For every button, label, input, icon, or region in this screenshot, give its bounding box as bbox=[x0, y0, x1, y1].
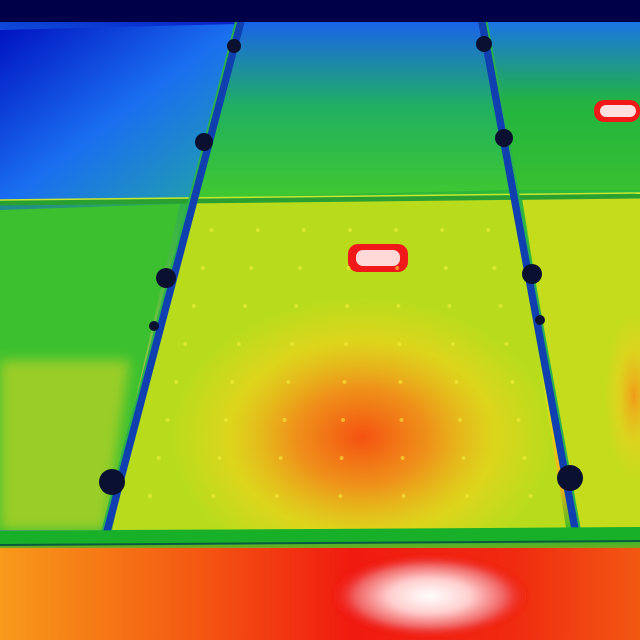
cell-dot bbox=[230, 380, 235, 384]
top-dark-edge bbox=[0, 0, 640, 22]
cell-dot bbox=[443, 266, 448, 270]
cell-dot bbox=[454, 380, 459, 384]
cell-dot bbox=[339, 456, 344, 460]
frame-horizontal-bottom bbox=[0, 527, 640, 545]
bottom-panel-row bbox=[0, 548, 640, 640]
cell-dot bbox=[290, 342, 295, 346]
cell-dot bbox=[183, 342, 188, 346]
cell-dot bbox=[156, 456, 161, 460]
mounting-bolts bbox=[99, 36, 583, 495]
cell-dot bbox=[191, 304, 196, 308]
cell-dot bbox=[211, 494, 216, 498]
cell-dot bbox=[348, 228, 352, 232]
cell-dot bbox=[274, 494, 279, 498]
frame-horizontal-top-highlight bbox=[0, 192, 640, 201]
panel-mid-left-warm bbox=[0, 360, 130, 530]
cell-dot bbox=[440, 228, 445, 232]
hotspot-bottom bbox=[330, 554, 530, 638]
bolt bbox=[557, 465, 583, 491]
cell-dot bbox=[447, 304, 452, 308]
cell-dot bbox=[397, 342, 402, 346]
cell-dot bbox=[486, 228, 491, 232]
cell-dot bbox=[236, 342, 241, 346]
bolt bbox=[99, 469, 125, 495]
cell-dot bbox=[209, 228, 214, 232]
cell-dot bbox=[522, 456, 527, 460]
cell-dot bbox=[200, 266, 205, 270]
cell-dot bbox=[399, 418, 404, 422]
cell-dot bbox=[498, 304, 503, 308]
cell-dot bbox=[338, 494, 343, 498]
cell-dot bbox=[401, 494, 406, 498]
hotspot-top-right-core bbox=[600, 105, 636, 117]
cell-dot bbox=[286, 380, 291, 384]
hotspot-center-core bbox=[356, 250, 400, 266]
cell-dot bbox=[255, 228, 260, 232]
cell-dot bbox=[174, 380, 179, 384]
panel-bottom bbox=[0, 548, 640, 640]
cell-dot bbox=[345, 304, 350, 308]
bolt bbox=[195, 133, 213, 151]
cell-dot bbox=[342, 380, 347, 384]
cell-dot bbox=[398, 380, 403, 384]
cell-dot bbox=[249, 266, 254, 270]
bolt bbox=[522, 264, 542, 284]
cell-dot bbox=[450, 342, 455, 346]
bolt bbox=[495, 129, 513, 147]
cell-dot bbox=[165, 418, 170, 422]
cell-dot bbox=[298, 266, 302, 270]
cell-dot bbox=[278, 456, 283, 460]
bolt bbox=[535, 315, 545, 325]
cell-grid-dots bbox=[147, 228, 533, 498]
cell-dot bbox=[243, 304, 247, 308]
bolt bbox=[227, 39, 241, 53]
hotspots bbox=[348, 100, 640, 272]
cell-dot bbox=[395, 266, 400, 270]
bolt bbox=[149, 321, 159, 331]
cell-dot bbox=[504, 342, 509, 346]
frame-horizontal-bottom-dark bbox=[0, 540, 640, 546]
cell-dot bbox=[147, 494, 152, 498]
frame-horizontal-top bbox=[0, 193, 640, 206]
cell-dot bbox=[394, 228, 399, 232]
cell-dot bbox=[510, 380, 515, 384]
panel-mid-right-warm bbox=[522, 198, 640, 528]
panel-top-left bbox=[0, 24, 238, 204]
cell-dot bbox=[528, 494, 533, 498]
cell-dot bbox=[516, 418, 521, 422]
cell-dot bbox=[217, 456, 222, 460]
cell-dot bbox=[282, 418, 287, 422]
cell-dot bbox=[224, 418, 228, 422]
top-panel-row bbox=[0, 16, 640, 204]
cell-dot bbox=[492, 266, 497, 270]
cell-dot bbox=[458, 418, 462, 422]
cell-dot bbox=[301, 228, 306, 232]
cell-dot bbox=[400, 456, 405, 460]
cell-dot bbox=[465, 494, 470, 498]
cell-dot bbox=[343, 342, 348, 346]
cell-dot bbox=[294, 304, 299, 308]
cell-dot bbox=[346, 266, 351, 270]
cell-dot bbox=[461, 456, 466, 460]
cell-dot bbox=[396, 304, 401, 308]
cell-dot bbox=[341, 418, 345, 422]
bolt bbox=[156, 268, 176, 288]
middle-panel-row bbox=[0, 198, 640, 530]
bolt bbox=[476, 36, 492, 52]
panel-mid-center-warm bbox=[112, 198, 566, 530]
panel-top-middle bbox=[194, 18, 510, 198]
panel-top-right bbox=[486, 16, 640, 190]
